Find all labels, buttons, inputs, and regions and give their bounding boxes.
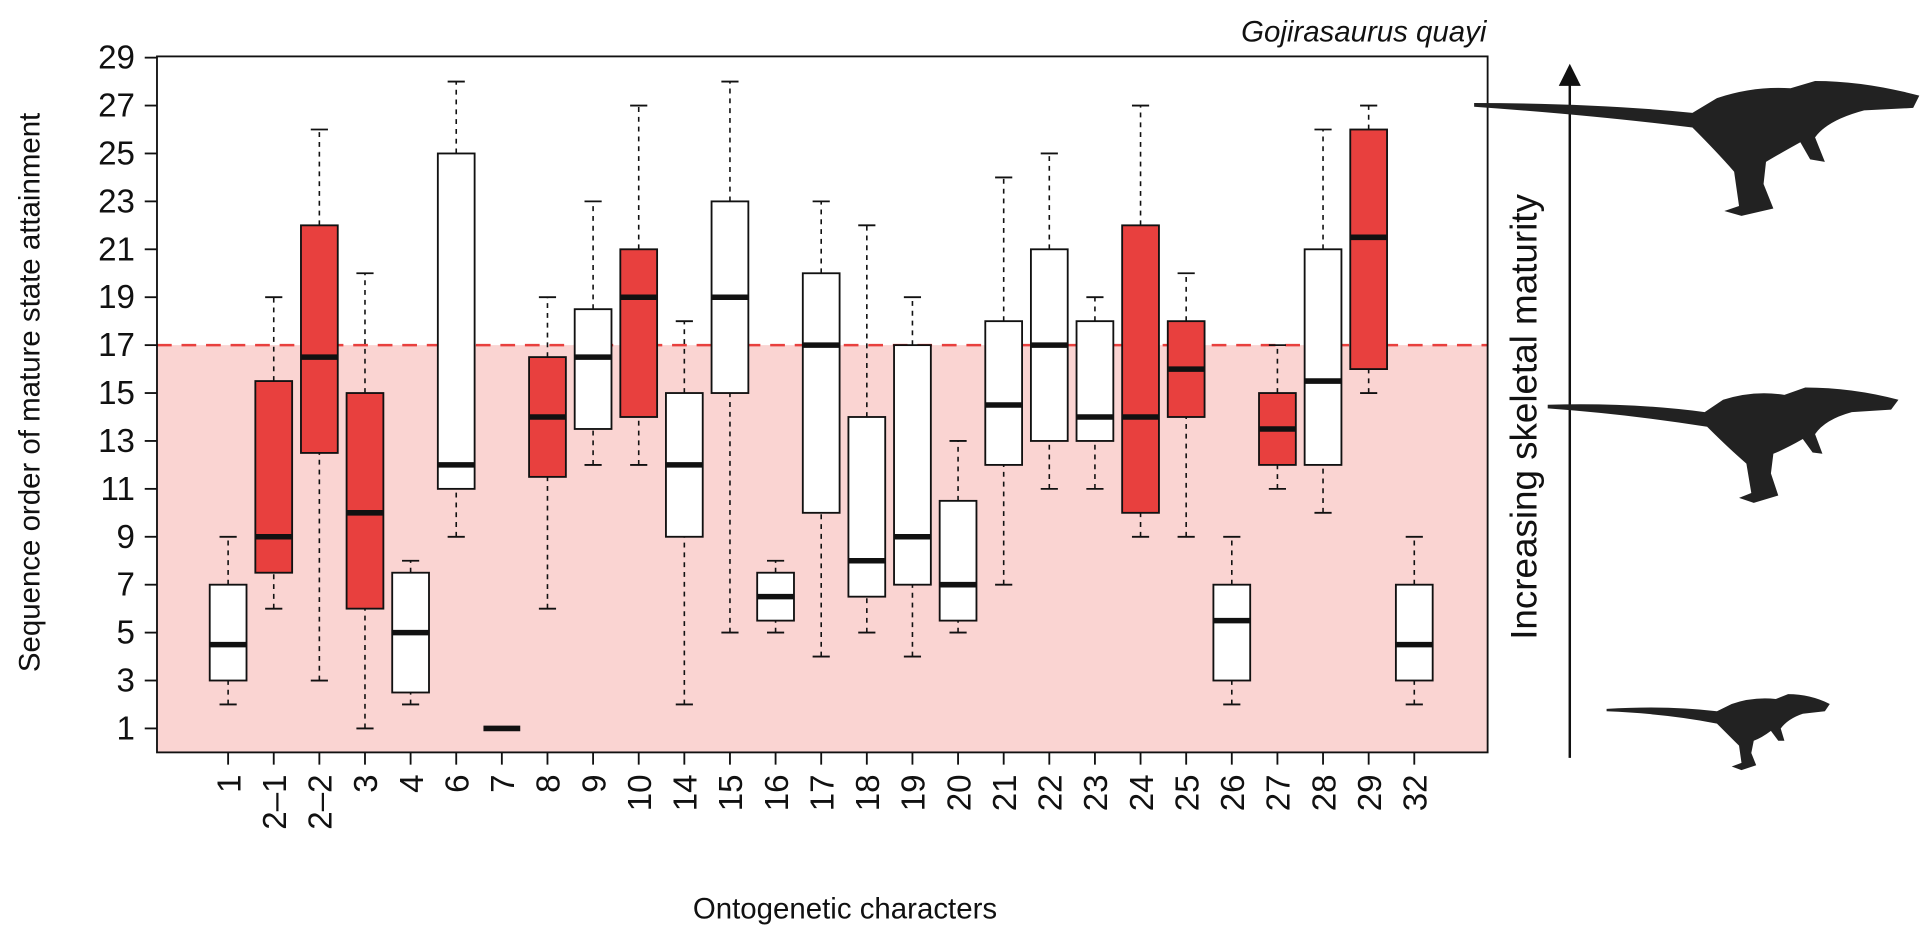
y-tick-label: 1 xyxy=(116,710,134,747)
box xyxy=(1303,248,1343,466)
x-tick-label: 4 xyxy=(394,774,431,792)
x-axis-label: Ontogenetic characters xyxy=(693,893,997,926)
box xyxy=(1075,320,1115,442)
side-label: Increasing skeletal maturity xyxy=(1504,194,1545,640)
plot-frame xyxy=(156,55,1489,754)
box xyxy=(893,344,932,586)
box xyxy=(436,152,476,490)
x-tick-label: 29 xyxy=(1352,774,1389,811)
x-tick-label: 16 xyxy=(759,774,796,811)
box xyxy=(847,416,887,598)
box xyxy=(345,392,385,610)
x-tick-label: 21 xyxy=(987,774,1024,811)
y-tick-label: 3 xyxy=(116,663,134,700)
box xyxy=(573,308,613,430)
maturity-arrow xyxy=(1558,63,1581,758)
box xyxy=(1212,583,1252,682)
x-tick-label: 2–2 xyxy=(303,774,340,829)
y-tick-label: 21 xyxy=(98,231,135,268)
x-tick-label: 2–1 xyxy=(257,774,294,829)
box xyxy=(938,499,978,622)
y-axis-label: Sequence order of mature state attainmen… xyxy=(13,113,46,672)
x-tick-label: 10 xyxy=(622,774,659,811)
y-tick-label: 5 xyxy=(116,615,134,652)
x-tick-label: 9 xyxy=(576,774,613,792)
box xyxy=(801,272,841,514)
x-tick-label: 23 xyxy=(1078,774,1115,811)
x-tick-label: 32 xyxy=(1398,774,1435,811)
x-tick-label: 28 xyxy=(1306,774,1343,811)
y-tick-label: 29 xyxy=(98,40,135,77)
x-tick-label: 20 xyxy=(941,774,978,811)
y-tick-label: 17 xyxy=(98,327,135,364)
y-tick-label: 23 xyxy=(98,183,135,220)
y-tick-label: 7 xyxy=(116,567,134,604)
x-tick-label: 17 xyxy=(804,774,841,811)
y-tick-label: 11 xyxy=(101,471,135,508)
silhouettes xyxy=(1474,80,1920,771)
x-tick-label: 22 xyxy=(1033,774,1070,811)
x-tick-label: 3 xyxy=(348,774,385,792)
x-tick-label: 19 xyxy=(896,774,933,811)
x-tick-label: 26 xyxy=(1215,774,1252,811)
box xyxy=(254,380,294,574)
x-tick-label: 1 xyxy=(211,774,248,792)
box xyxy=(300,224,339,454)
box xyxy=(984,320,1024,466)
x-tick-label: 7 xyxy=(485,774,522,792)
box xyxy=(208,583,248,682)
x-tick-label: 8 xyxy=(531,774,568,792)
x-tick-label: 15 xyxy=(713,774,750,811)
y-tick-label: 27 xyxy=(98,88,135,125)
chart-title: Gojirasaurus quayi xyxy=(1241,16,1488,49)
y-tick-label: 15 xyxy=(98,375,135,412)
y-tick-label: 25 xyxy=(98,136,135,173)
x-tick-label: 6 xyxy=(439,774,476,792)
box xyxy=(1121,224,1160,514)
x-tick-label: 24 xyxy=(1124,774,1161,811)
x-tick-label: 25 xyxy=(1169,774,1206,811)
x-tick-label: 14 xyxy=(668,774,705,811)
y-tick-label: 19 xyxy=(98,279,135,316)
box xyxy=(1394,583,1434,682)
box xyxy=(1349,128,1388,370)
x-tick-label: 27 xyxy=(1261,774,1298,811)
y-tick-label: 13 xyxy=(98,423,135,460)
y-tick-label: 9 xyxy=(116,519,134,556)
x-tick-label: 18 xyxy=(850,774,887,811)
box xyxy=(619,248,659,418)
